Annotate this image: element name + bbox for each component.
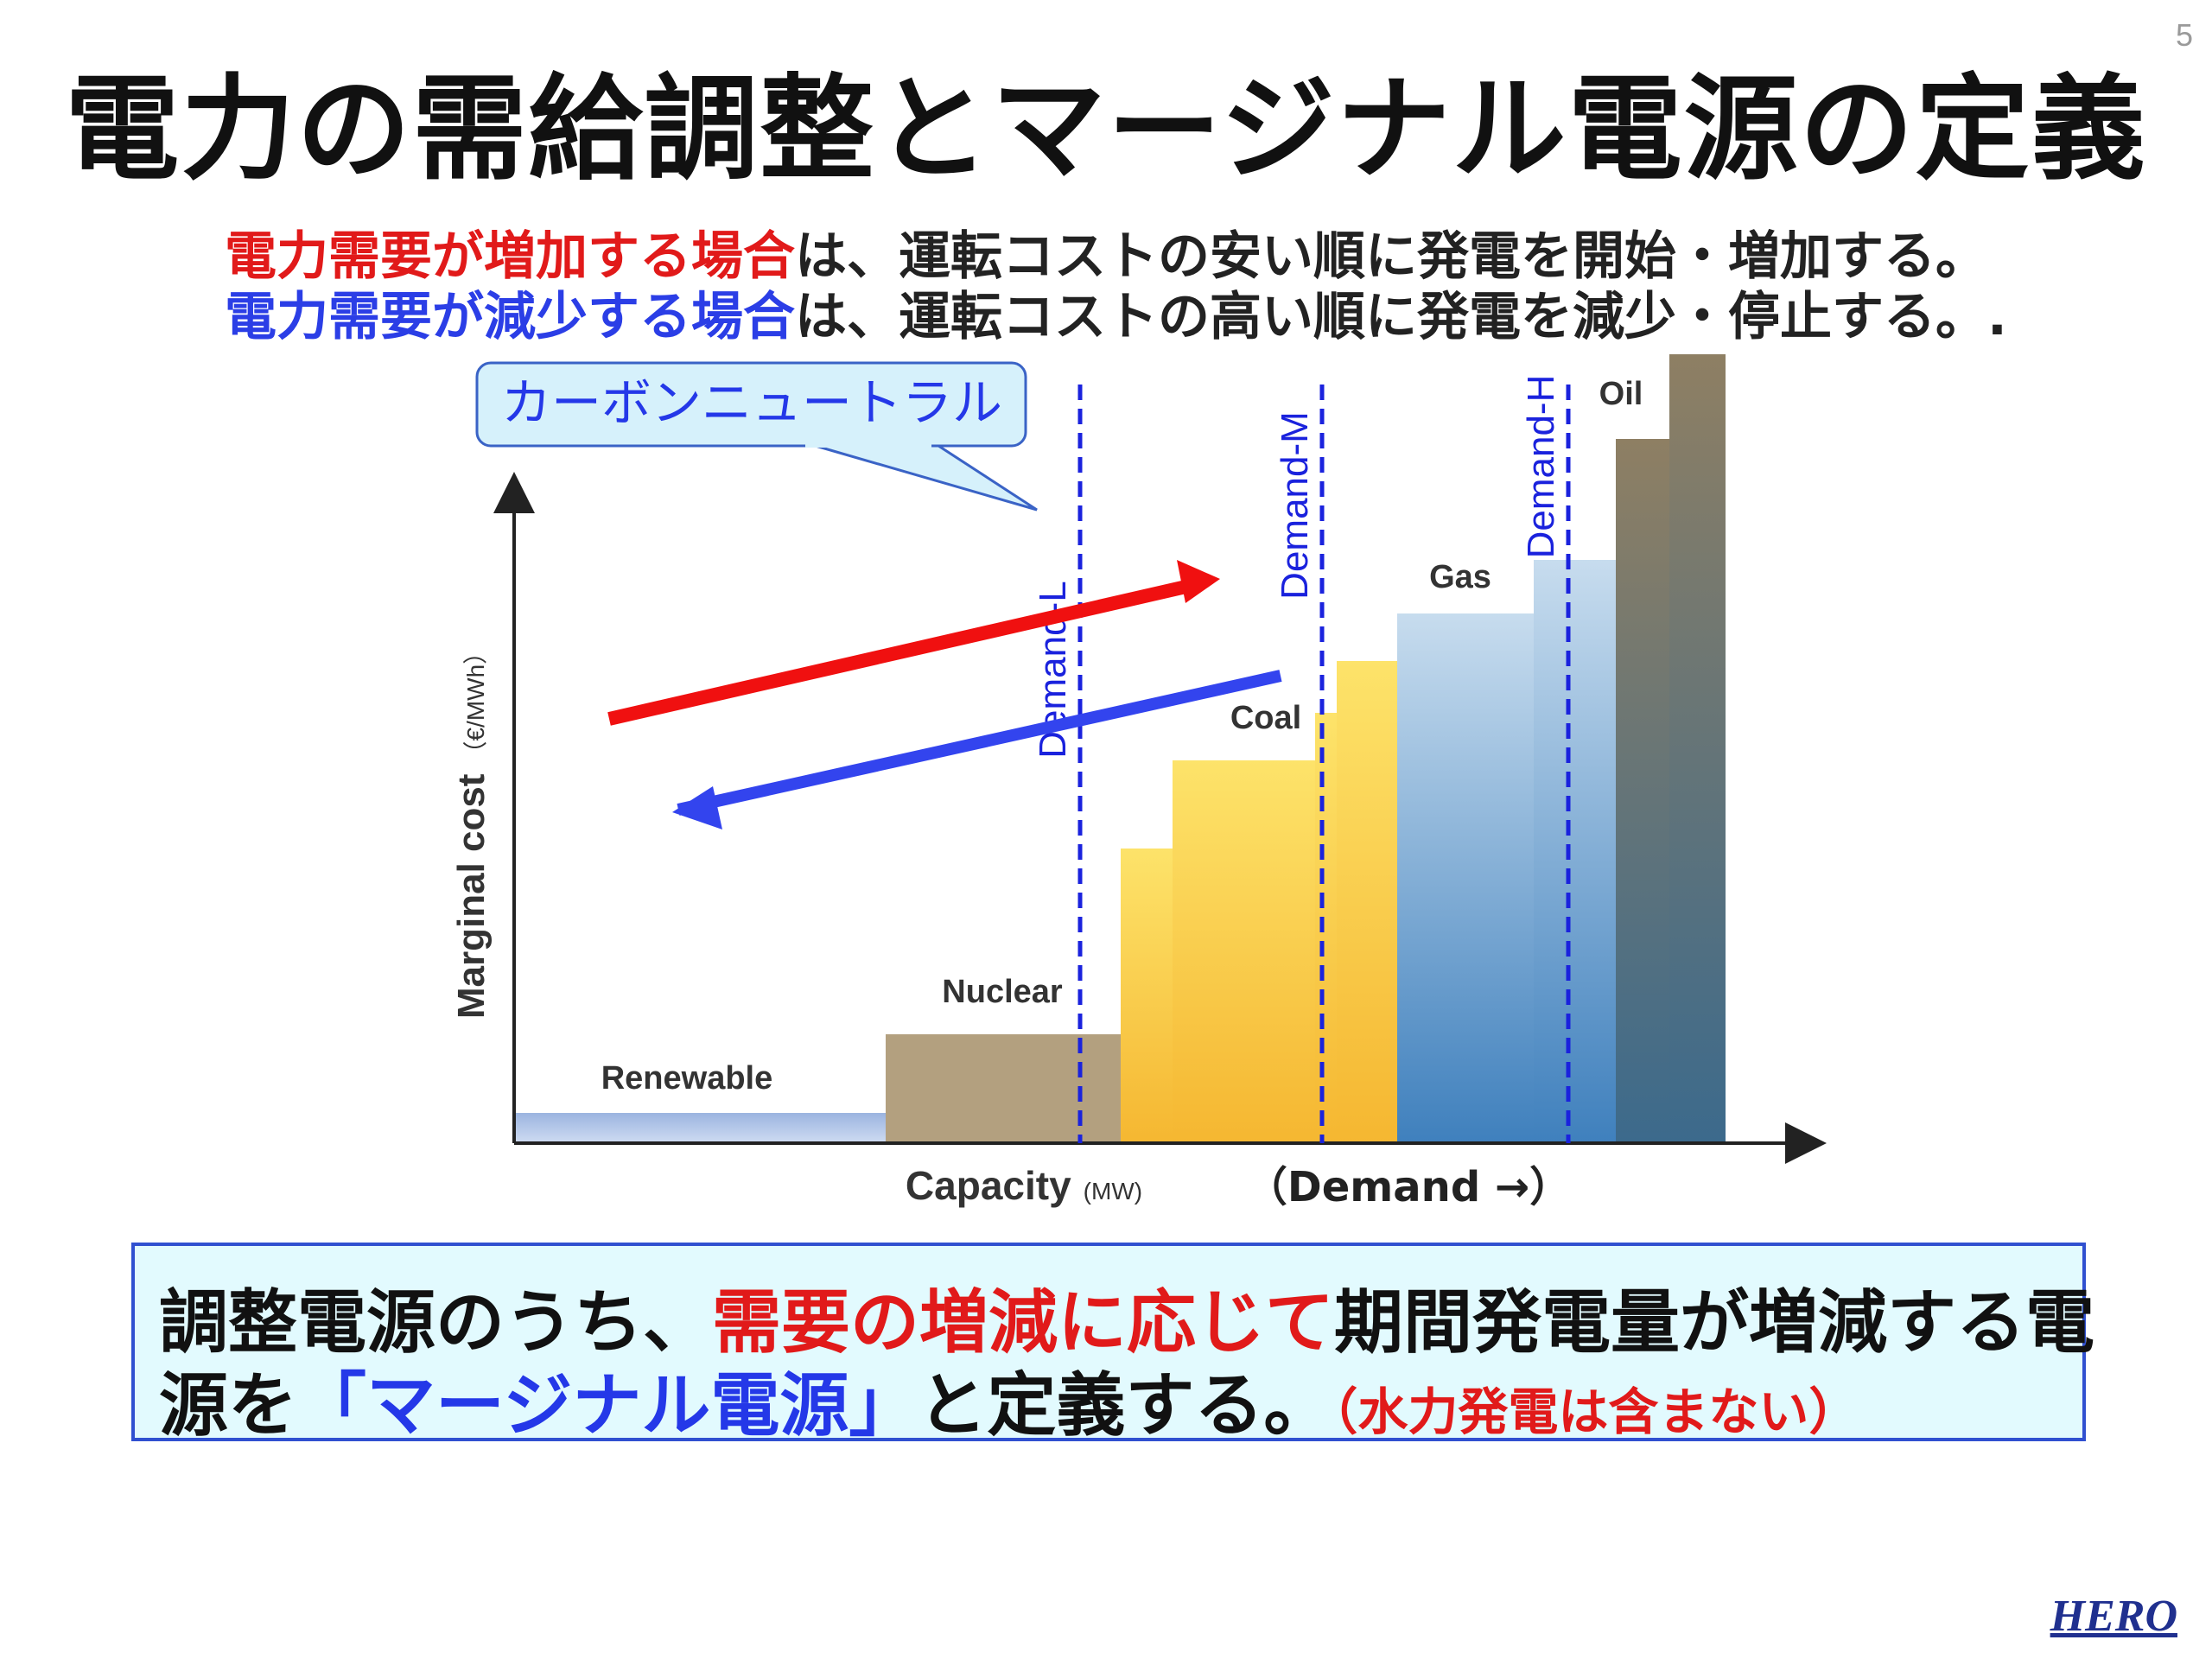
definition-highlight-blue: 「マージナル電源」 [297,1365,918,1446]
subtitle-increase-text: は、運転コストの安い順に発電を開始・増加する。 [795,226,1987,287]
definition-line-1: 調整電源のうち、需要の増減に応じて期間発電量が増減する電 [159,1267,2094,1367]
definition-line-2: 源を「マージナル電源」と定義する。（水力発電は含まない） [159,1350,1859,1450]
y-axis-label: Marginal cost [450,773,493,1019]
subtitle-decrease-text: は、運転コストの高い順に発電を減少・停止する。. [795,287,2007,347]
page-number: 5 [2175,17,2193,53]
coal-bar-1 [1121,849,1173,1143]
slide-title: 電力の需給調整とマージナル電源の定義 [65,63,2147,196]
y-axis-unit: （€/MWh） [462,640,489,766]
renewable-label: Renewable [601,1060,773,1096]
nuclear-bar [886,1034,1121,1143]
gas-bar-1 [1397,613,1534,1143]
x-axis-label: Capacity (MW) [906,1163,1142,1208]
increase-arrow [607,560,1220,726]
gas-bar-2 [1534,560,1616,1143]
demand-m-label: Demand-M [1274,411,1316,600]
subtitle-decrease-highlight: 電力需要が減少する場合 [225,287,795,347]
oil-bar-2 [1669,354,1726,1143]
demand-direction-label: （Demand →） [1246,1163,1571,1211]
definition-text-d: と定義する。 [918,1365,1333,1446]
decrease-arrow [672,670,1282,830]
callout-text: カーボンニュートラル [501,373,1002,432]
oil-label: Oil [1599,376,1643,412]
merit-order-diagram: Demand-L Demand-M Demand-H Renewable Nuc… [450,354,1827,1211]
hero-logo: HERO [2050,1592,2177,1641]
coal-label: Coal [1230,700,1301,736]
oil-bar-1 [1616,439,1669,1143]
renewable-bar [514,1113,886,1143]
definition-highlight-red: 需要の増減に応じて [712,1282,1334,1363]
subtitle-line-2: 電力需要が減少する場合は、運転コストの高い順に発電を減少・停止する。. [225,275,2007,350]
definition-text-c: 源を [159,1365,297,1446]
demand-h-label: Demand-H [1520,375,1562,559]
subtitle-increase-highlight: 電力需要が増加する場合 [225,226,795,287]
definition-text-b: 期間発電量が増減する電 [1334,1282,2094,1363]
subtitle-line-1: 電力需要が増加する場合は、運転コストの安い順に発電を開始・増加する。 [225,214,1987,289]
coal-bar-3 [1315,713,1337,1143]
nuclear-label: Nuclear [942,974,1063,1010]
definition-note: （水力発電は含まない） [1332,1382,1859,1441]
coal-bar-4 [1337,661,1397,1143]
definition-text-a: 調整電源のうち、 [159,1282,712,1363]
svg-text:Marginal cost（€/MWh）: Marginal cost （€/MWh） [450,640,493,1019]
gas-label: Gas [1429,559,1491,595]
carbon-neutral-callout: カーボンニュートラル [475,361,1038,512]
coal-bar-2 [1173,760,1315,1143]
definition-box: 調整電源のうち、需要の増減に応じて期間発電量が増減する電 源を「マージナル電源」… [131,1243,2094,1446]
